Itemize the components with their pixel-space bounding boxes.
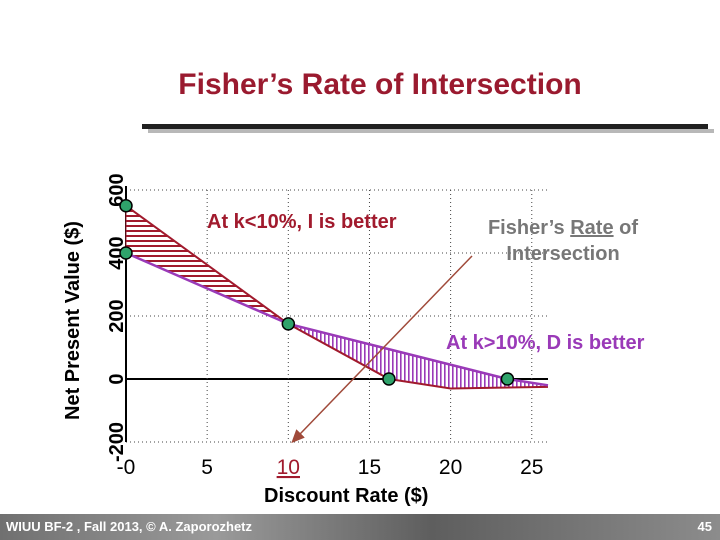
- annotation-fisher-rate: Fisher’s Rate of Intersection: [468, 215, 658, 267]
- y-tick-label-3: 400: [106, 236, 128, 269]
- y-tick-label-1: 0: [106, 373, 128, 384]
- chart-title: Fisher’s Rate of Intersection: [178, 68, 582, 101]
- y-tick-label-0: -200: [106, 422, 128, 462]
- data-point-1: [119, 246, 133, 260]
- data-point-0: [119, 199, 133, 213]
- data-point-2: [281, 317, 296, 331]
- data-point-3: [382, 372, 396, 386]
- page-number: 45: [697, 519, 712, 534]
- x-tick-label-0: -0: [117, 456, 136, 479]
- footer-bar: [0, 514, 720, 540]
- y-tick-label-4: 600: [106, 173, 128, 206]
- y-axis-label: Net Present Value ($): [62, 221, 84, 420]
- annotation-project-d-better: At k>10%, D is better: [446, 332, 645, 354]
- x-tick-label-5: 25: [520, 456, 543, 479]
- footer-credit: WIUU BF-2 , Fall 2013, © A. Zaporozhetz: [6, 519, 253, 534]
- annotation-project-i-better: At k<10%, I is better: [207, 211, 397, 233]
- x-tick-label-2: 10: [277, 456, 300, 479]
- fisher-line2: Intersection: [506, 243, 620, 265]
- data-point-4: [500, 372, 515, 386]
- fisher-rate-word: Rate: [570, 217, 614, 239]
- title-rule-shadow: [148, 129, 714, 133]
- x-tick-label-4: 20: [439, 456, 462, 479]
- fisher-of: of: [619, 217, 639, 239]
- series-line-1: [125, 251, 549, 387]
- y-tick-label-2: 200: [106, 299, 128, 332]
- title-rule: [142, 124, 708, 129]
- x-tick-label-1: 5: [201, 456, 213, 479]
- fisher-prefix: Fisher’s: [487, 217, 565, 239]
- x-axis-label: Discount Rate ($): [264, 485, 429, 507]
- x-tick-label-3: 15: [358, 456, 381, 479]
- fisher-arrow: [291, 255, 473, 444]
